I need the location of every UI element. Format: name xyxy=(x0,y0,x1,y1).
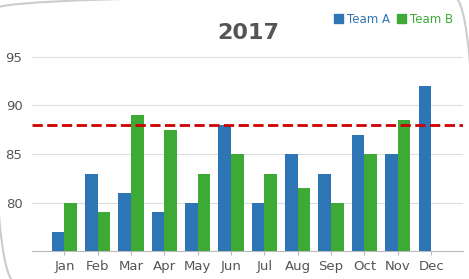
Bar xyxy=(385,154,398,251)
Bar xyxy=(131,115,144,251)
Bar xyxy=(352,134,364,251)
Bar xyxy=(364,154,377,251)
Bar xyxy=(331,203,344,251)
Bar xyxy=(198,174,211,251)
Title: 2017: 2017 xyxy=(217,23,279,43)
Legend: Team A, Team B: Team A, Team B xyxy=(329,8,458,30)
Bar xyxy=(231,154,244,251)
Bar xyxy=(265,174,277,251)
Bar xyxy=(219,125,231,251)
Bar xyxy=(285,154,298,251)
Bar xyxy=(418,86,431,251)
Bar xyxy=(318,174,331,251)
Bar xyxy=(64,203,77,251)
Bar xyxy=(152,213,165,251)
Bar xyxy=(165,130,177,251)
Bar xyxy=(119,193,131,251)
Bar xyxy=(252,203,265,251)
Bar xyxy=(185,203,198,251)
Bar xyxy=(85,174,98,251)
Bar xyxy=(98,213,110,251)
Bar xyxy=(52,232,64,251)
Bar xyxy=(298,188,310,251)
Bar xyxy=(398,120,410,251)
